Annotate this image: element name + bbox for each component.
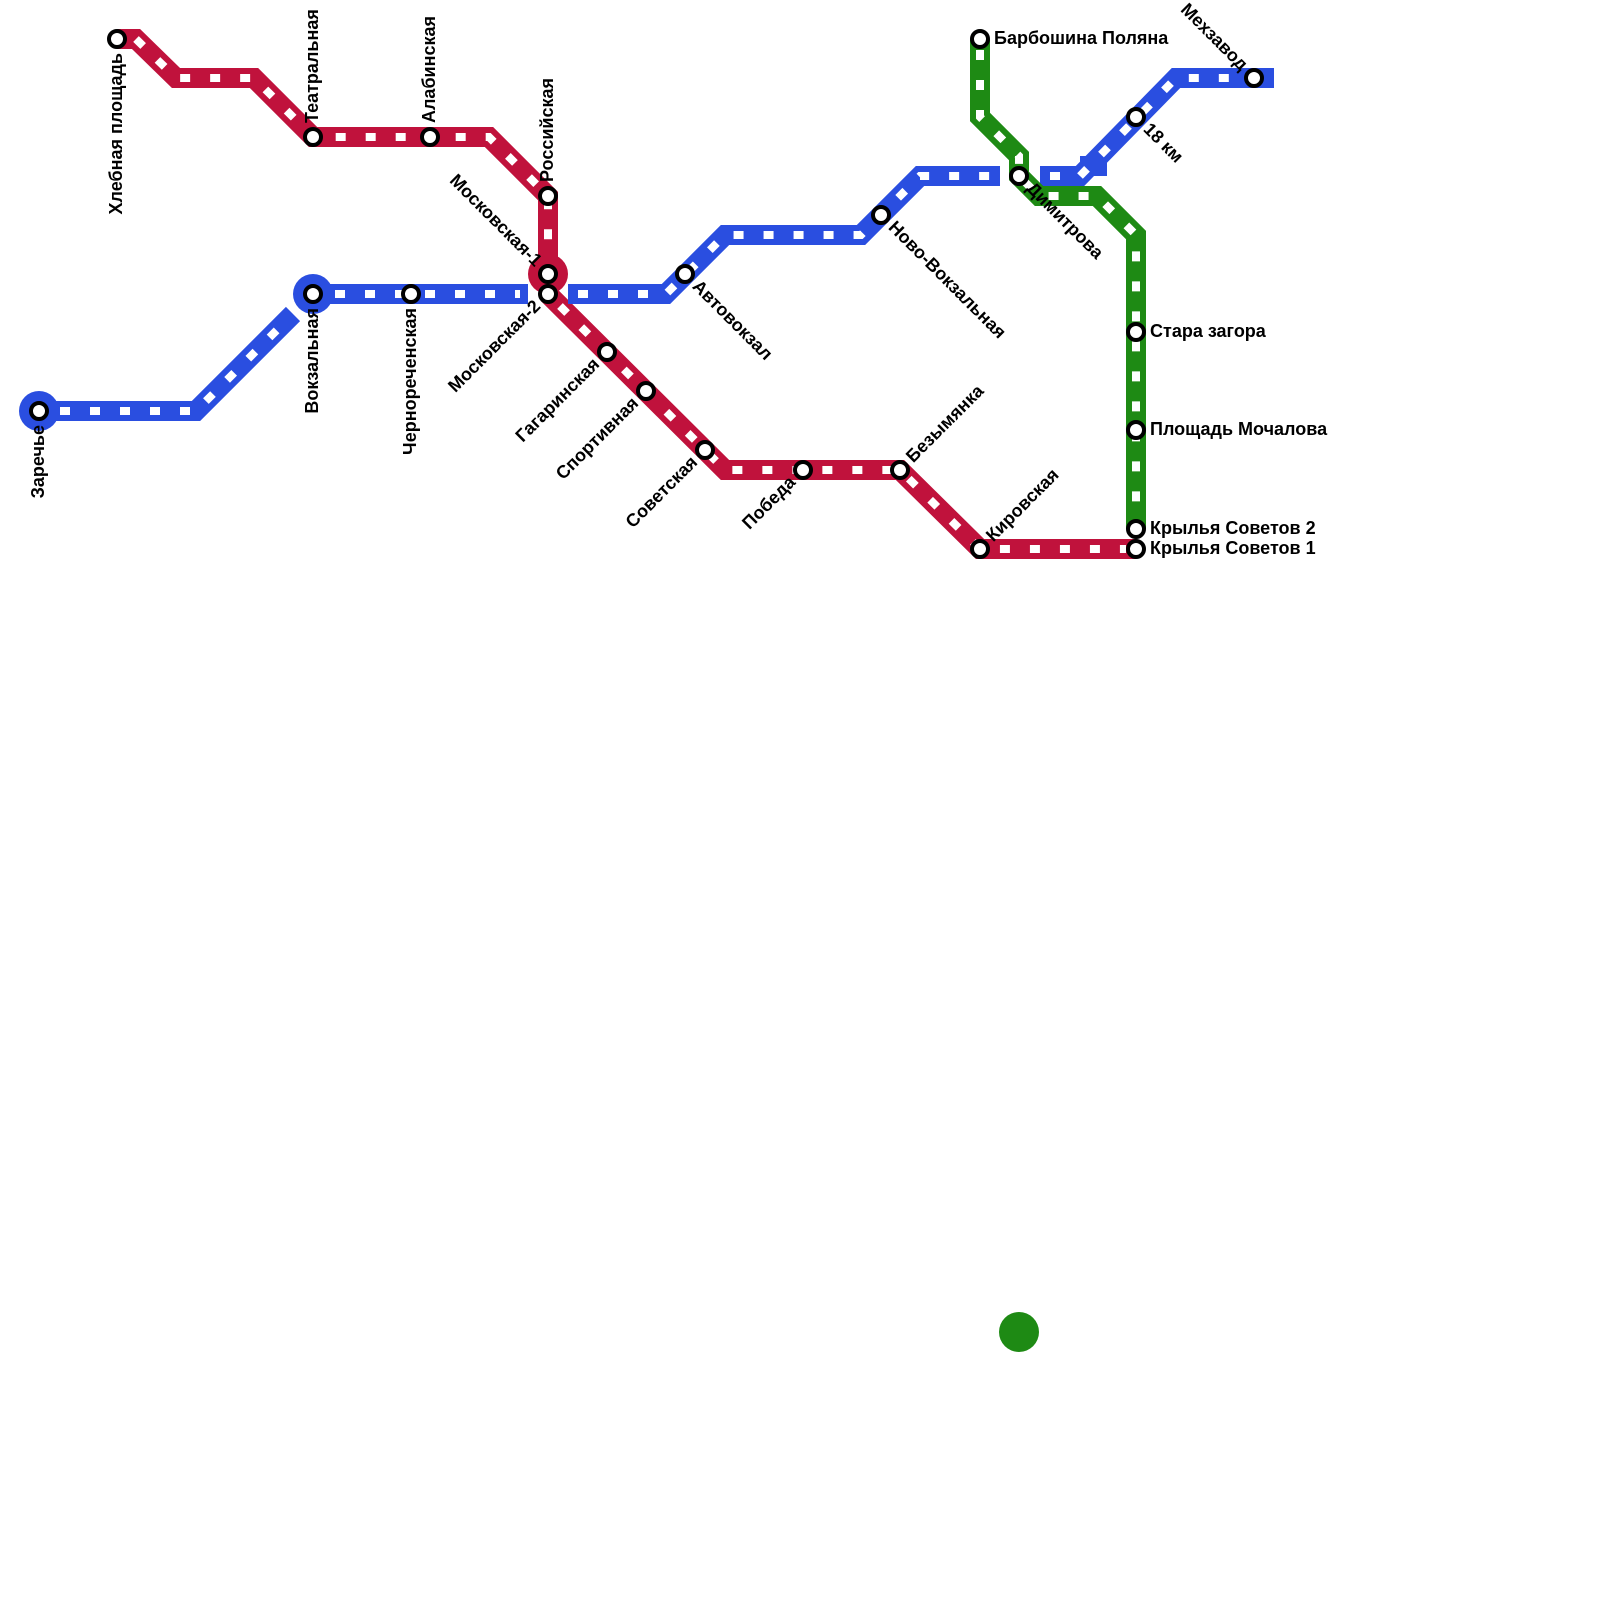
station-label-group: Стара загора — [1150, 321, 1267, 341]
station-label: Автовокзал — [689, 276, 777, 364]
station — [970, 29, 990, 49]
station — [29, 401, 49, 421]
station-label: Кировская — [982, 465, 1063, 546]
green-line — [970, 39, 1146, 529]
station-label: Российская — [537, 78, 557, 182]
station-label: Московская-2 — [444, 296, 544, 396]
station — [871, 205, 891, 225]
station-label: Барбошина Поляна — [994, 28, 1169, 48]
station-label: Чернореченская — [400, 308, 420, 455]
station — [636, 381, 656, 401]
blue-line-dash — [60, 319, 288, 415]
station-label: Стара загора — [1150, 321, 1267, 341]
station-label-group: Мехзавод — [1177, 0, 1253, 75]
station-label-group: Московская-2 — [444, 296, 544, 396]
station-label: Победа — [738, 471, 800, 533]
station — [1126, 519, 1146, 539]
station — [1009, 166, 1029, 186]
station-label-group: Ново-Вокзальная — [885, 217, 1010, 342]
station — [1244, 68, 1264, 88]
station-label-group: Барбошина Поляна — [994, 28, 1169, 48]
station-label-group: Советская — [622, 452, 702, 532]
station-label-group: Крылья Советов 1 — [1150, 538, 1316, 558]
station — [1126, 107, 1146, 127]
station-label: Площадь Мочалова — [1150, 419, 1328, 439]
station-label-group: 18 км — [1140, 119, 1188, 167]
station — [970, 539, 990, 559]
blue-line — [568, 166, 1000, 304]
station — [695, 440, 715, 460]
station — [1126, 420, 1146, 440]
green-line-dash — [976, 50, 1140, 520]
station-label-group: Чернореченская — [400, 308, 420, 455]
blue-line-dash — [1050, 74, 1265, 180]
station-label: Крылья Советов 2 — [1150, 518, 1316, 538]
station-label: Безымянка — [902, 380, 988, 466]
station-label-group: Хлебная площадь — [106, 53, 126, 214]
station-label: Ново-Вокзальная — [885, 217, 1010, 342]
station-label-group: Алабинская — [419, 16, 439, 123]
station-label: Спортивная — [552, 393, 642, 483]
station-label: Алабинская — [419, 16, 439, 123]
station — [538, 264, 558, 284]
station-label: Заречье — [28, 425, 48, 498]
station-label-group: Театральная — [302, 9, 322, 123]
station — [538, 284, 558, 304]
station-label-group: Заречье — [28, 425, 48, 498]
station-label-group: Автовокзал — [689, 276, 777, 364]
station-label: 18 км — [1140, 119, 1188, 167]
red-line-dash — [557, 303, 1126, 553]
station — [420, 127, 440, 147]
station-label-group: Спортивная — [552, 393, 642, 483]
station — [538, 186, 558, 206]
station-label-group: Безымянка — [902, 380, 988, 466]
station — [107, 29, 127, 49]
station — [793, 460, 813, 480]
station — [1126, 322, 1146, 342]
station — [401, 284, 421, 304]
station-label-group: Вокзальная — [302, 308, 322, 414]
station-label: Крылья Советов 1 — [1150, 538, 1316, 558]
station-label: Советская — [622, 452, 702, 532]
station — [597, 342, 617, 362]
station-label-group: Российская — [537, 78, 557, 182]
station-label-group: Победа — [738, 471, 800, 533]
station-label: Театральная — [302, 9, 322, 123]
green-dot — [999, 1312, 1039, 1352]
station-label-group: Кировская — [982, 465, 1063, 546]
station — [675, 264, 695, 284]
station — [303, 127, 323, 147]
station-label-group: Площадь Мочалова — [1150, 419, 1328, 439]
station-label: Мехзавод — [1177, 0, 1253, 75]
station-label: Хлебная площадь — [106, 53, 126, 214]
station — [303, 284, 323, 304]
station-label-group: Крылья Советов 2 — [1150, 518, 1316, 538]
station-label: Вокзальная — [302, 308, 322, 414]
blue-line — [39, 306, 301, 421]
station — [890, 460, 910, 480]
station — [1126, 539, 1146, 559]
